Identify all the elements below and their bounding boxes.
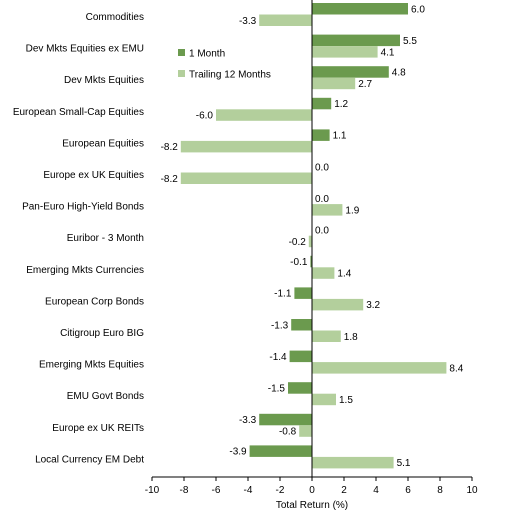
data-label: -6.0 [196,111,214,122]
category-label: EMU Govt Bonds [67,391,144,402]
bar-trailing-12-months [312,298,364,311]
legend-label: 1 Month [189,49,225,60]
category-label: Dev Mkts Equities [64,75,144,86]
x-tick-label: 10 [466,485,478,496]
data-label: -0.2 [289,237,307,248]
bar-1-month [288,382,312,394]
x-tick-label: 8 [437,485,443,496]
category-label: Citigroup Euro BIG [60,328,144,339]
bar-trailing-12-months [312,456,394,469]
x-tick-label: -8 [180,485,189,496]
bar-trailing-12-months [312,46,378,58]
data-label: -0.8 [279,427,297,438]
x-tick-label: -2 [276,485,285,496]
bar-trailing-12-months [312,77,356,90]
x-ticks-group: -10 -8 -6 -4 -2 0 2 4 6 8 10 [145,477,478,496]
bar-1-month [312,34,400,47]
data-label: 4.1 [381,47,395,58]
data-label: 0.0 [315,194,329,205]
x-tick-label: -6 [212,485,221,496]
bar-trailing-12-months [312,362,447,374]
category-label: Local Currency EM Debt [35,454,144,465]
bar-1-month [249,445,312,457]
bar-1-month [291,319,312,331]
data-label: 6.0 [411,4,425,15]
data-label: 4.8 [392,67,406,78]
category-label: European Equities [62,138,144,149]
data-label: -8.2 [161,142,179,153]
data-label: 5.1 [397,458,411,469]
category-label: Euribor - 3 Month [67,233,144,244]
data-label: -1.4 [269,352,287,363]
data-label: 8.4 [449,363,463,374]
bar-trailing-12-months [216,109,312,121]
bar-1-month [312,66,389,78]
data-label: -1.5 [268,383,286,394]
data-label: -1.1 [274,289,292,300]
bar-trailing-12-months [312,393,336,406]
bar-trailing-12-months [312,204,343,216]
data-label: -1.3 [271,320,289,331]
x-axis-title: Total Return (%) [276,500,348,511]
x-tick-label: 2 [341,485,347,496]
bar-1-month [312,3,408,15]
bar-trailing-12-months [312,330,341,342]
bar-trailing-12-months [180,172,312,184]
category-label: Emerging Mkts Equities [39,360,144,371]
bar-trailing-12-months [259,14,312,26]
bar-1-month [312,97,332,110]
bars-group [180,3,447,469]
x-tick-label: -4 [244,485,253,496]
category-label: Dev Mkts Equities ex EMU [26,44,144,55]
data-label: 3.2 [366,300,380,311]
data-label: -8.2 [161,174,179,185]
data-label: 1.2 [334,99,348,110]
data-label: 0.0 [315,162,329,173]
legend-label: Trailing 12 Months [189,70,271,81]
data-label: 5.5 [403,36,417,47]
data-label: 1.5 [339,395,353,406]
bar-1-month [312,129,330,141]
x-tick-label: 0 [309,485,315,496]
category-labels-group: Commodities Dev Mkts Equities ex EMU Dev M… [13,12,144,465]
bar-1-month [310,255,312,268]
category-label: European Corp Bonds [45,296,144,307]
x-tick-label: 4 [373,485,379,496]
bar-trailing-12-months [299,425,312,437]
category-label: Pan-Euro High-Yield Bonds [22,202,144,213]
category-label: Commodities [86,12,144,23]
data-label: 1.9 [345,205,359,216]
bar-trailing-12-months [180,140,312,153]
data-label: -3.3 [239,16,257,27]
x-tick-label: -10 [145,485,160,496]
x-tick-label: 6 [405,485,411,496]
bar-1-month [294,287,312,299]
category-label: Europe ex UK REITs [52,423,144,434]
data-label: -3.9 [229,447,247,458]
legend: 1 Month Trailing 12 Months [178,49,271,81]
data-labels-group: 6.0 -3.3 5.5 4.1 4.8 2.7 1.2 -6.0 1.1 -8.2 0.0 -8.2… [161,4,464,469]
data-label: -3.3 [239,415,257,426]
bar-trailing-12-months [308,235,312,248]
category-label: Emerging Mkts Currencies [26,265,144,276]
data-label: 2.7 [358,79,372,90]
data-label: 1.1 [333,131,347,142]
bar-1-month [259,413,312,426]
legend-swatch [178,49,185,56]
category-label: Europe ex UK Equities [43,170,144,181]
data-label: 1.8 [344,332,358,343]
bar-1-month [289,350,312,363]
data-label: -0.1 [290,257,308,268]
legend-swatch [178,70,185,77]
bar-trailing-12-months [312,267,335,279]
data-label: 0.0 [315,225,329,236]
data-label: 1.4 [337,269,351,280]
category-label: European Small-Cap Equities [13,107,144,118]
